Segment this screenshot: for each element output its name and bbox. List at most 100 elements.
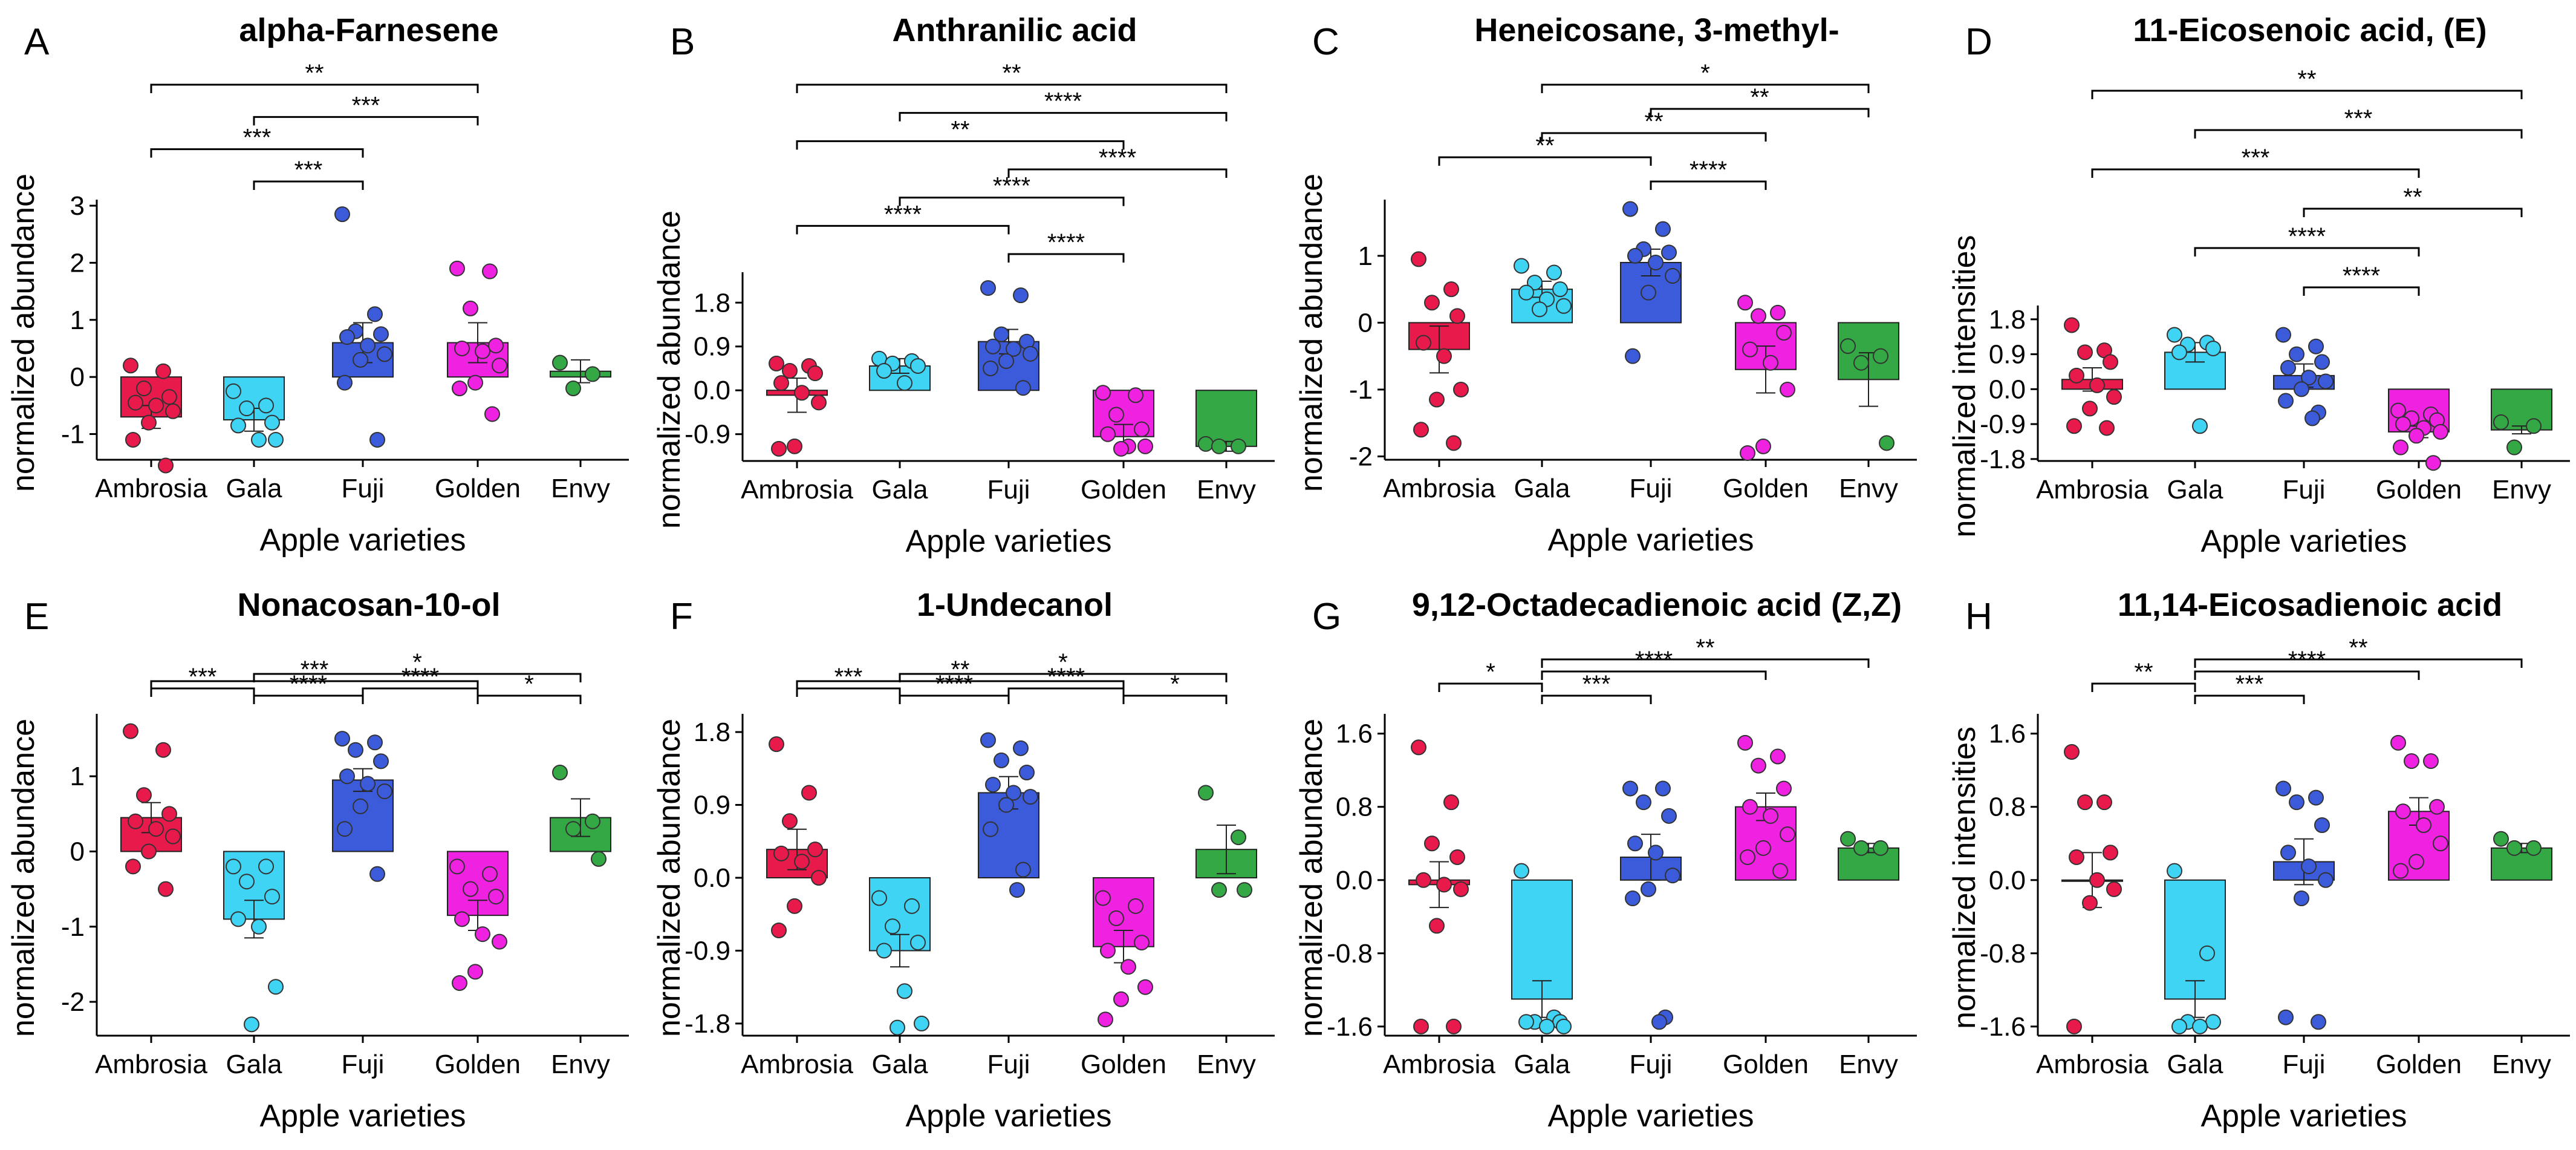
significance-label: **** (2343, 263, 2380, 289)
significance-label: **** (1690, 157, 1727, 183)
significance-label: **** (1099, 145, 1136, 171)
data-point (158, 457, 174, 474)
significance-label: * (1058, 649, 1068, 676)
data-point (1879, 435, 1895, 451)
data-point (1023, 345, 1038, 362)
y-axis-label: normalized abundance (6, 719, 41, 1037)
data-point (123, 723, 138, 739)
data-point (334, 731, 350, 747)
data-point (1211, 882, 1227, 898)
data-point (244, 1016, 259, 1033)
data-point (787, 898, 802, 914)
data-point (136, 381, 152, 397)
data-point (264, 414, 280, 431)
y-tick-label: 0.8 (1989, 792, 2026, 822)
significance-bracket (253, 180, 364, 190)
data-point (268, 431, 284, 448)
significance-bracket (253, 116, 479, 126)
significance-label: ** (1750, 84, 1769, 111)
data-point (1514, 258, 1529, 274)
data-point (1100, 943, 1116, 959)
y-axis-label: normalized abundance (6, 174, 41, 492)
data-point (2103, 354, 2118, 370)
data-point (1108, 910, 1124, 926)
data-point (2433, 835, 2448, 852)
data-point (1665, 867, 1680, 884)
data-point (136, 787, 152, 803)
x-axis-label: Apple varieties (259, 1099, 466, 1134)
significance-bracket (1438, 682, 1543, 692)
x-tick-label: Gala (2167, 1050, 2223, 1079)
data-point (1755, 438, 1771, 454)
significance-label: * (1170, 671, 1180, 698)
data-point (482, 866, 498, 882)
data-point (2301, 858, 2317, 875)
bar-envy (2491, 847, 2552, 881)
data-point (2416, 817, 2431, 833)
data-point (2318, 872, 2334, 888)
significance-label: *** (2236, 671, 2264, 698)
data-point (1556, 298, 1572, 314)
data-point (1100, 426, 1116, 442)
significance-label: * (524, 671, 534, 698)
data-point (980, 732, 996, 748)
x-axis-label: Apple varieties (905, 524, 1111, 559)
data-point (2082, 400, 2098, 417)
data-point (2404, 753, 2419, 769)
data-point (2096, 794, 2112, 811)
data-point (773, 375, 789, 391)
panel-title: Heneicosane, 3-methyl- (1474, 12, 1839, 48)
y-tick-label: 0 (1358, 308, 1373, 338)
x-tick-label: Envy (1197, 475, 1256, 505)
data-point (1853, 840, 1869, 856)
data-point (2506, 840, 2522, 856)
data-point (1237, 882, 1252, 898)
data-point (1514, 863, 1529, 879)
data-point (1013, 287, 1029, 304)
data-point (1740, 849, 1755, 865)
data-point (1453, 381, 1469, 397)
data-point (2106, 389, 2122, 405)
data-point (226, 858, 241, 875)
y-tick-label: 0.0 (1989, 866, 2026, 895)
data-point (1006, 341, 1021, 357)
panel-letter: B (670, 21, 695, 63)
y-tick-label: 1 (70, 762, 85, 791)
data-point (155, 363, 171, 379)
data-point (1134, 935, 1150, 951)
data-point (2064, 317, 2080, 333)
data-point (1661, 244, 1677, 261)
data-point (794, 385, 810, 401)
data-point (2408, 428, 2424, 444)
data-point (1737, 295, 1753, 311)
data-point (2493, 831, 2509, 847)
data-point (367, 734, 383, 751)
y-axis-label: normalized abundance (652, 211, 687, 529)
y-tick-label: -0.8 (1980, 939, 2026, 969)
data-point (484, 406, 500, 422)
data-point (2199, 945, 2215, 961)
data-point (251, 431, 267, 448)
data-point (449, 260, 465, 276)
data-point (1776, 325, 1792, 341)
data-point (985, 338, 1001, 354)
data-point (552, 354, 568, 371)
data-point (897, 375, 912, 391)
data-point (2069, 367, 2084, 384)
significance-label: ** (1002, 60, 1021, 87)
data-point (2311, 1014, 2326, 1030)
x-tick-label: Golden (1081, 475, 1166, 505)
data-point (994, 326, 1009, 342)
panel-H: H 11,14-Eicosadienoic acid -1.6 -0.8 0.0 0.8 1… (1947, 587, 2570, 1134)
significance-bracket (1650, 108, 1870, 117)
x-tick-label: Envy (1197, 1050, 1256, 1079)
data-point (1518, 284, 1534, 301)
data-point (2280, 845, 2296, 861)
data-point (1641, 881, 1656, 897)
data-point (1211, 438, 1227, 454)
data-point (1627, 835, 1643, 852)
y-axis-label: normalized abundance (1294, 719, 1329, 1037)
x-tick-label: Gala (872, 1050, 928, 1079)
data-point (910, 358, 926, 374)
data-point (2506, 439, 2522, 456)
